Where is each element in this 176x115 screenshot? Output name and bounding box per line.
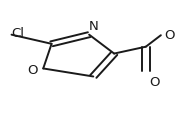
Text: O: O <box>27 63 37 76</box>
Text: O: O <box>164 28 175 41</box>
Text: N: N <box>88 20 98 33</box>
Text: O: O <box>149 75 160 88</box>
Text: Cl: Cl <box>12 27 24 40</box>
